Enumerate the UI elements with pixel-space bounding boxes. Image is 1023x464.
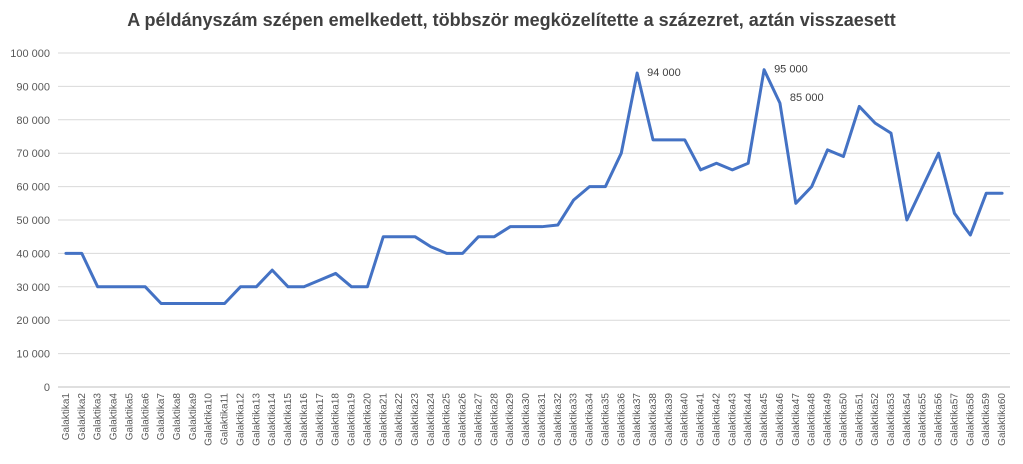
y-tick-label: 30 000: [16, 282, 50, 294]
x-tick-label: Galaktika26: [458, 393, 469, 446]
x-tick-label: Galaktika30: [521, 393, 532, 446]
x-tick-label: Galaktika22: [394, 393, 405, 446]
x-tick-label: Galaktika55: [918, 393, 929, 446]
x-tick-label: Galaktika35: [600, 393, 611, 446]
x-tick-label: Galaktika59: [981, 393, 992, 446]
chart-title: A példányszám szépen emelkedett, többszö…: [127, 10, 896, 30]
x-tick-label: Galaktika14: [267, 393, 278, 446]
x-tick-label: Galaktika18: [331, 393, 342, 446]
y-tick-label: 70 000: [16, 148, 50, 160]
data-label: 95 000: [774, 64, 808, 76]
x-tick-label: Galaktika1: [61, 393, 72, 441]
x-tick-label: Galaktika10: [204, 393, 215, 446]
y-tick-label: 100 000: [10, 48, 50, 60]
y-axis-ticks: 0 10 000 20 000 30 000 40 000 50 000 60 000 70 …: [10, 48, 50, 394]
data-label: 85 000: [790, 92, 824, 104]
x-tick-label: Galaktika50: [838, 393, 849, 446]
x-tick-label: Galaktika13: [251, 393, 262, 446]
y-tick-label: 10 000: [16, 349, 50, 361]
y-tick-label: 90 000: [16, 81, 50, 93]
y-tick-label: 0: [44, 382, 50, 394]
x-tick-label: Galaktika9: [188, 393, 199, 441]
x-tick-label: Galaktika51: [854, 393, 865, 446]
x-tick-label: Galaktika3: [93, 393, 104, 441]
x-axis-ticks: Galaktika1 Galaktika2 Galaktika3 Galaktika4…: [61, 393, 1008, 446]
x-tick-label: Galaktika39: [664, 393, 675, 446]
x-tick-label: Galaktika42: [711, 393, 722, 446]
x-tick-label: Galaktika11: [220, 393, 231, 446]
x-tick-label: Galaktika29: [505, 393, 516, 446]
x-tick-label: Galaktika47: [791, 393, 802, 446]
data-label: 94 000: [647, 67, 681, 79]
x-tick-label: Galaktika16: [299, 393, 310, 446]
data-labels: 94 000 95 000 85 000: [647, 64, 823, 104]
x-tick-label: Galaktika60: [997, 393, 1008, 446]
x-tick-label: Galaktika38: [648, 393, 659, 446]
y-tick-label: 20 000: [16, 315, 50, 327]
x-tick-label: Galaktika58: [965, 393, 976, 446]
x-tick-label: Galaktika19: [347, 393, 358, 446]
x-tick-label: Galaktika49: [823, 393, 834, 446]
x-tick-label: Galaktika17: [315, 393, 326, 446]
series-line-path: [64, 68, 1004, 305]
x-tick-label: Galaktika23: [410, 393, 421, 446]
x-tick-label: Galaktika48: [807, 393, 818, 446]
x-tick-label: Galaktika24: [426, 393, 437, 446]
x-tick-label: Galaktika45: [759, 393, 770, 446]
x-tick-label: Galaktika52: [870, 393, 881, 446]
x-tick-label: Galaktika33: [569, 393, 580, 446]
x-tick-label: Galaktika44: [743, 393, 754, 446]
x-tick-label: Galaktika56: [934, 393, 945, 446]
x-tick-label: Galaktika32: [553, 393, 564, 446]
gridlines: [58, 52, 1010, 388]
x-tick-label: Galaktika6: [140, 393, 151, 441]
x-tick-label: Galaktika31: [537, 393, 548, 446]
x-tick-label: Galaktika46: [775, 393, 786, 446]
x-tick-label: Galaktika8: [172, 393, 183, 441]
x-tick-label: Galaktika21: [378, 393, 389, 446]
x-tick-label: Galaktika20: [362, 393, 373, 446]
y-tick-label: 60 000: [16, 182, 50, 194]
y-tick-label: 50 000: [16, 215, 50, 227]
x-tick-label: Galaktika34: [585, 393, 596, 446]
x-tick-label: Galaktika37: [632, 393, 643, 446]
x-tick-label: Galaktika5: [124, 393, 135, 441]
y-tick-label: 80 000: [16, 115, 50, 127]
x-tick-label: Galaktika41: [696, 393, 707, 446]
x-tick-label: Galaktika15: [283, 393, 294, 446]
x-tick-label: Galaktika40: [680, 393, 691, 446]
x-tick-label: Galaktika12: [235, 393, 246, 446]
x-tick-label: Galaktika53: [886, 393, 897, 446]
series-line: [64, 68, 1004, 305]
x-tick-label: Galaktika27: [473, 393, 484, 446]
x-tick-label: Galaktika43: [727, 393, 738, 446]
x-tick-label: Galaktika25: [442, 393, 453, 446]
x-tick-label: Galaktika36: [616, 393, 627, 446]
y-tick-label: 40 000: [16, 248, 50, 260]
x-tick-label: Galaktika4: [109, 393, 120, 441]
x-tick-label: Galaktika57: [949, 393, 960, 446]
x-tick-label: Galaktika54: [902, 393, 913, 446]
x-tick-label: Galaktika7: [156, 393, 167, 441]
x-tick-label: Galaktika2: [77, 393, 88, 441]
x-tick-label: Galaktika28: [489, 393, 500, 446]
